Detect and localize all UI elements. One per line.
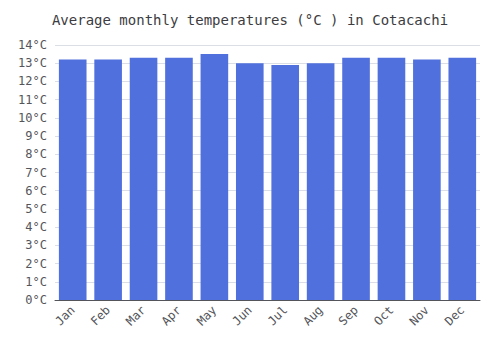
svg-text:0°C: 0°C: [25, 293, 47, 307]
svg-text:7°C: 7°C: [25, 166, 47, 180]
svg-text:12°C: 12°C: [18, 74, 47, 88]
svg-text:5°C: 5°C: [25, 202, 47, 216]
svg-text:Oct: Oct: [371, 303, 396, 328]
svg-text:2°C: 2°C: [25, 257, 47, 271]
svg-text:4°C: 4°C: [25, 220, 47, 234]
svg-text:Average monthly temperatures (: Average monthly temperatures (°C ) in Co…: [52, 12, 448, 28]
svg-text:Sep: Sep: [336, 303, 361, 328]
svg-text:14°C: 14°C: [18, 38, 47, 52]
svg-text:3°C: 3°C: [25, 238, 47, 252]
svg-text:Jul: Jul: [265, 303, 290, 328]
svg-text:13°C: 13°C: [18, 56, 47, 70]
svg-text:May: May: [194, 303, 219, 328]
svg-text:Aug: Aug: [300, 303, 325, 328]
svg-text:Mar: Mar: [123, 303, 148, 328]
svg-text:Nov: Nov: [407, 303, 432, 328]
svg-text:Feb: Feb: [88, 303, 113, 328]
svg-text:11°C: 11°C: [18, 93, 47, 107]
svg-text:Apr: Apr: [159, 303, 184, 328]
svg-text:Dec: Dec: [442, 303, 467, 328]
svg-text:8°C: 8°C: [25, 147, 47, 161]
svg-text:10°C: 10°C: [18, 111, 47, 125]
svg-text:6°C: 6°C: [25, 184, 47, 198]
svg-text:1°C: 1°C: [25, 275, 47, 289]
svg-text:Jun: Jun: [230, 303, 255, 328]
svg-text:Jan: Jan: [52, 303, 77, 328]
svg-text:9°C: 9°C: [25, 129, 47, 143]
